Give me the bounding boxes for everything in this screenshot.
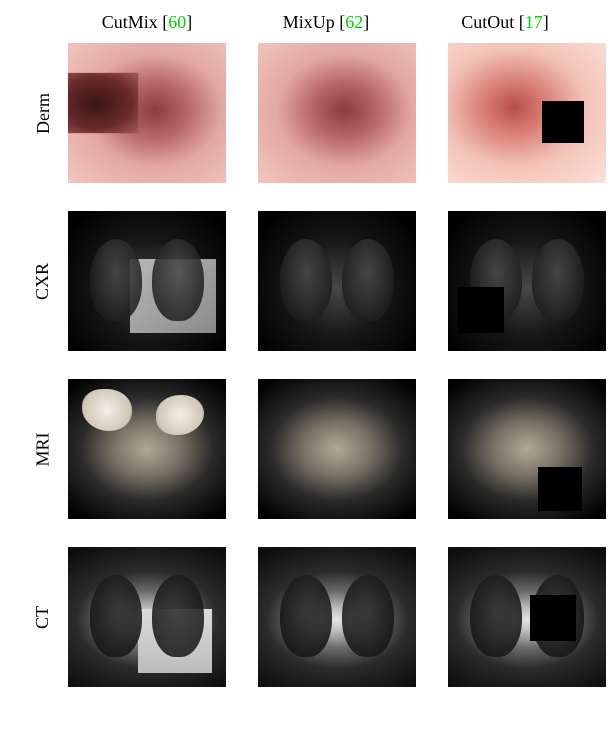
column-headers: CutMix [60] MixUp [62] CutOut [17]: [0, 12, 612, 33]
row-cells: [68, 43, 606, 183]
row-cells: [68, 211, 606, 351]
augmentation-examples-figure: CutMix [60] MixUp [62] CutOut [17] Derm …: [0, 12, 612, 687]
row-cells: [68, 379, 606, 519]
row-label: CT: [32, 605, 53, 628]
cell-ct-mixup: [258, 547, 416, 687]
row-cells: [68, 547, 606, 687]
row-ct: CT: [18, 547, 612, 687]
cell-derm-cutmix: [68, 43, 226, 183]
row-label-wrap: CT: [18, 607, 68, 628]
row-label-wrap: Derm: [18, 103, 68, 124]
col-label-suffix: ]: [186, 12, 192, 32]
cell-ct-cutmix: [68, 547, 226, 687]
col-header-mixup: MixUp [62]: [247, 12, 405, 33]
cell-cxr-cutmix: [68, 211, 226, 351]
cell-mri-cutout: [448, 379, 606, 519]
row-derm: Derm: [18, 43, 612, 183]
col-label-suffix: ]: [543, 12, 549, 32]
col-label-text: CutMix [: [102, 12, 169, 32]
row-label: CXR: [32, 262, 53, 299]
cell-derm-cutout: [448, 43, 606, 183]
col-header-cutout: CutOut [17]: [426, 12, 584, 33]
cell-derm-mixup: [258, 43, 416, 183]
cell-mri-cutmix: [68, 379, 226, 519]
citation-number: 17: [525, 12, 543, 32]
cell-cxr-cutout: [448, 211, 606, 351]
col-label-text: CutOut [: [461, 12, 525, 32]
row-label-wrap: CXR: [18, 271, 68, 292]
row-mri: MRI: [18, 379, 612, 519]
cell-cxr-mixup: [258, 211, 416, 351]
row-label: Derm: [32, 93, 53, 134]
col-header-cutmix: CutMix [60]: [68, 12, 226, 33]
cell-mri-mixup: [258, 379, 416, 519]
row-label: MRI: [32, 432, 53, 466]
citation-number: 62: [345, 12, 363, 32]
col-label-suffix: ]: [363, 12, 369, 32]
row-label-wrap: MRI: [18, 439, 68, 460]
col-label-text: MixUp [: [283, 12, 346, 32]
citation-number: 60: [168, 12, 186, 32]
cell-ct-cutout: [448, 547, 606, 687]
row-cxr: CXR: [18, 211, 612, 351]
image-grid: Derm CXR MRI: [0, 43, 612, 687]
